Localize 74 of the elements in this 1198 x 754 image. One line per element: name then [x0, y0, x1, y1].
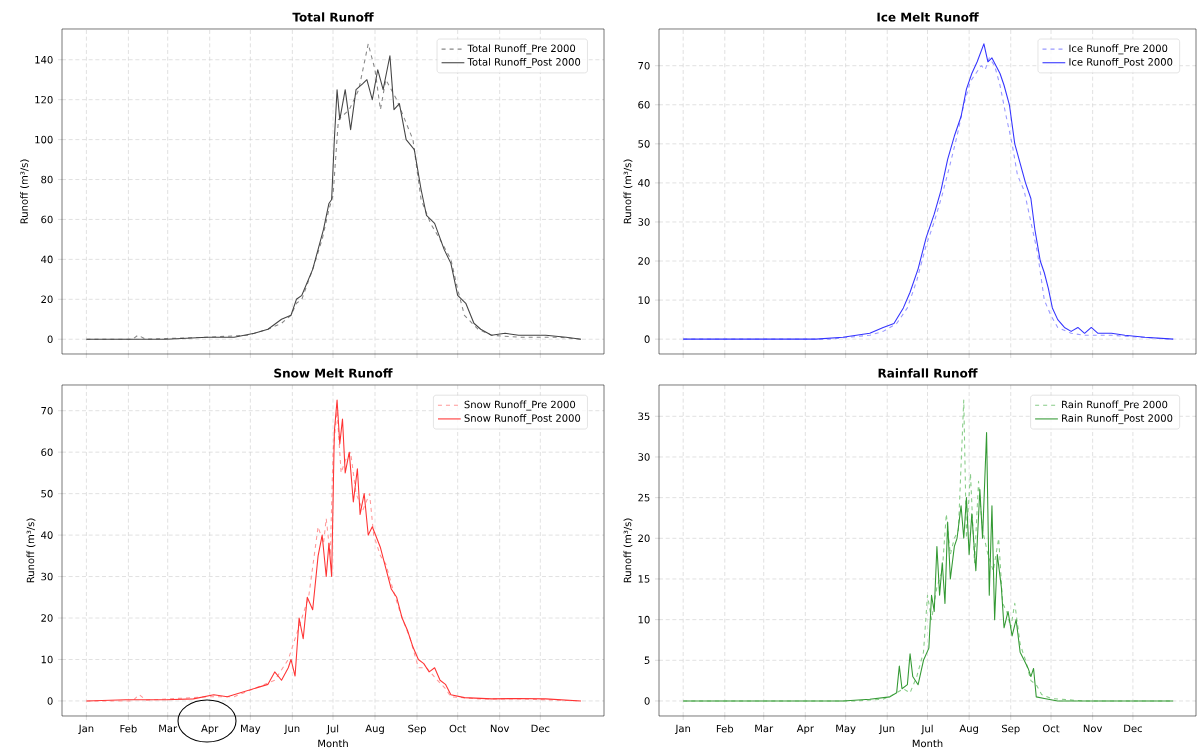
x-tick-label: Jul: [920, 724, 933, 735]
y-tick-label: 50: [41, 489, 53, 498]
x-tick-label: Jun: [878, 724, 895, 735]
legend-label: Total Runoff_Post 2000: [467, 57, 581, 68]
y-axis-title: Runoff (m³/s): [623, 159, 633, 224]
y-tick-label: 60: [41, 215, 53, 224]
y-tick-label: 20: [638, 257, 650, 265]
y-tick-label: 20: [41, 614, 53, 622]
y-tick-label: 10: [638, 615, 650, 624]
x-tick-label: Oct: [449, 724, 467, 733]
x-tick-label: Jan: [78, 724, 94, 735]
y-tick-label: 10: [41, 655, 53, 664]
x-tick-label: Feb: [120, 724, 137, 733]
y-tick-label: 0: [644, 335, 650, 343]
chart-title: Snow Melt Runoff: [274, 368, 393, 378]
x-axis-title: Month: [318, 739, 348, 748]
x-tick-label: Aug: [365, 724, 384, 735]
y-axis-title: Runoff (m³/s): [20, 159, 30, 224]
x-tick-label: Oct: [1042, 724, 1060, 733]
y-tick-label: 80: [41, 175, 53, 184]
y-tick-label: 20: [41, 295, 53, 304]
x-tick-label: Aug: [959, 724, 978, 735]
y-tick-label: 70: [638, 61, 650, 70]
legend-label: Rain Runoff_Pre 2000: [1062, 400, 1168, 411]
y-tick-label: 40: [638, 179, 650, 187]
legend-label: Total Runoff_Pre 2000: [467, 44, 576, 55]
x-tick-label: Mar: [755, 724, 774, 733]
x-tick-label: Jul: [326, 724, 339, 735]
x-tick-label: Nov: [490, 724, 510, 733]
y-tick-label: 30: [638, 453, 650, 461]
y-tick-label: 5: [644, 656, 650, 665]
y-tick-label: 30: [41, 572, 53, 581]
y-tick-label: 35: [638, 412, 650, 421]
y-tick-label: 0: [47, 335, 53, 344]
legend-label: Snow Runoff_Pre 2000: [464, 400, 576, 411]
legend-label: Ice Runoff_Post 2000: [1069, 57, 1173, 68]
chart-title: Rainfall Runoff: [878, 368, 978, 378]
x-tick-label: Nov: [1083, 724, 1103, 733]
y-tick-label: 30: [638, 218, 650, 226]
legend-label: Snow Runoff_Post 2000: [464, 414, 581, 425]
x-tick-label: Mar: [159, 724, 178, 733]
x-tick-label: Jan: [674, 724, 691, 735]
y-tick-label: 10: [638, 296, 650, 304]
x-tick-label: Sep: [1001, 724, 1020, 735]
chart-title: Total Runoff: [292, 12, 374, 22]
chart-title: Ice Melt Runoff: [877, 12, 979, 22]
x-tick-label: May: [836, 724, 856, 735]
y-tick-label: 60: [638, 100, 650, 109]
y-tick-label: 120: [35, 95, 53, 104]
y-tick-label: 0: [644, 697, 650, 705]
y-tick-label: 60: [41, 448, 53, 456]
legend-label: Ice Runoff_Pre 2000: [1069, 44, 1168, 55]
x-tick-label: May: [240, 724, 261, 735]
x-tick-label: Feb: [716, 724, 734, 733]
y-tick-label: 40: [41, 531, 53, 539]
y-tick-label: 70: [41, 406, 53, 415]
x-tick-label: Apr: [201, 724, 219, 735]
x-tick-label: Dec: [531, 724, 550, 733]
y-tick-label: 140: [35, 55, 53, 64]
x-tick-label: Apr: [796, 724, 814, 735]
y-tick-label: 0: [47, 697, 53, 705]
y-tick-label: 25: [638, 493, 650, 502]
x-tick-label: Dec: [1124, 724, 1142, 733]
x-axis-title: Month: [912, 739, 943, 748]
y-tick-label: 50: [638, 140, 650, 148]
x-tick-label: Jun: [284, 724, 300, 735]
y-tick-label: 40: [41, 255, 53, 264]
x-tick-label: Sep: [408, 724, 426, 735]
y-axis-title: Runoff (m³/s): [623, 518, 633, 583]
legend-label: Rain Runoff_Post 2000: [1062, 414, 1173, 425]
y-tick-label: 100: [35, 135, 53, 144]
y-tick-label: 15: [638, 575, 650, 583]
y-axis-title: Runoff (m³/s): [26, 518, 36, 583]
y-tick-label: 20: [638, 534, 650, 543]
